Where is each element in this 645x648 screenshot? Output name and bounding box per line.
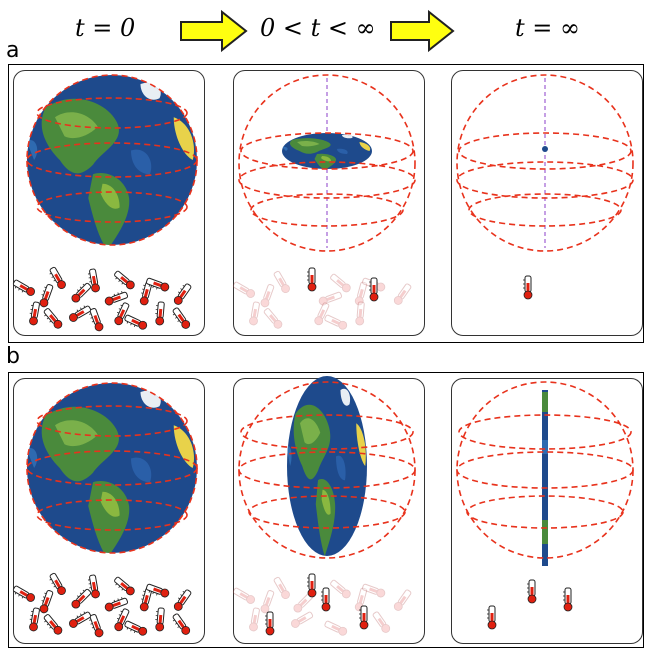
row-label-b: b [6,344,20,369]
panel-a-intermediate [233,70,425,336]
earth-globe-icon [26,74,198,246]
label-t-zero: t = 0 [75,14,136,42]
sphere-outline [238,376,416,559]
earth-globe-icon [26,382,198,554]
thermometer-icon [11,571,193,639]
panel-a-final [451,70,643,336]
label-t-intermediate: 0 < t < ∞ [260,14,376,42]
sphere-outline [238,74,416,252]
label-t-infinity: t = ∞ [515,14,581,42]
thermometer-icon [231,573,413,638]
thermometer-icon [11,265,193,333]
right-arrow-icon [180,9,455,53]
thermometer-icon [522,275,533,300]
thermometer-icon [231,267,413,332]
thermometer-icon [486,579,573,630]
row-label-a: a [6,38,20,63]
sphere-outline [456,74,634,252]
sphere-outline [456,381,634,566]
